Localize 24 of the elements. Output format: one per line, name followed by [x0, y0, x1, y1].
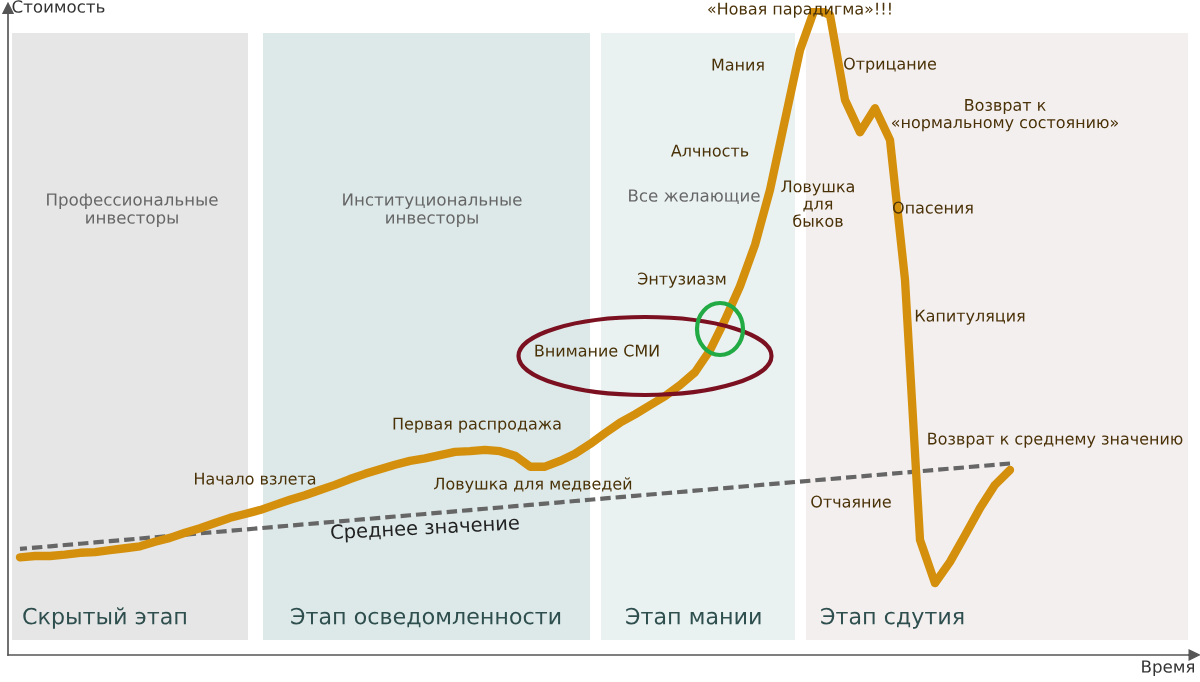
annotation: Энтузиазм: [638, 272, 726, 288]
text: Время: [1142, 660, 1195, 677]
annotation: Отчаяние: [811, 495, 891, 508]
annotation: Ловушка для быков: [781, 180, 854, 227]
annotation: Первая распродажа: [393, 417, 561, 433]
annotation: Возврат к «нормальному состоянию»: [892, 99, 1118, 132]
annotation: Капитуляция: [915, 309, 1025, 325]
annotation: Этап осведомленности: [291, 607, 561, 628]
annotation: Внимание СМИ: [535, 344, 659, 357]
annotation: Алчность: [670, 144, 749, 157]
annotation: Все желающие: [629, 189, 760, 204]
annotation: Начало взлета: [195, 472, 316, 485]
series-label: Среднее значение: [330, 514, 520, 544]
annotation: Мания: [712, 58, 764, 71]
annotation: Этап мании: [626, 607, 761, 625]
annotation: «Новая парадигма»!!!: [708, 2, 891, 18]
annotation: Институциональные инвесторы: [343, 193, 522, 228]
annotation: Профессиональные инвесторы: [47, 193, 218, 228]
annotation: Скрытый этап: [23, 607, 186, 629]
annotation: Этап сдутия: [821, 607, 964, 629]
annotation: Ловушка для медведей: [434, 477, 632, 493]
annotation: Возврат к среднему значению: [928, 432, 1183, 448]
annotation: Отрицание: [844, 57, 936, 73]
y-axis-title: Стоимость: [12, 0, 105, 13]
